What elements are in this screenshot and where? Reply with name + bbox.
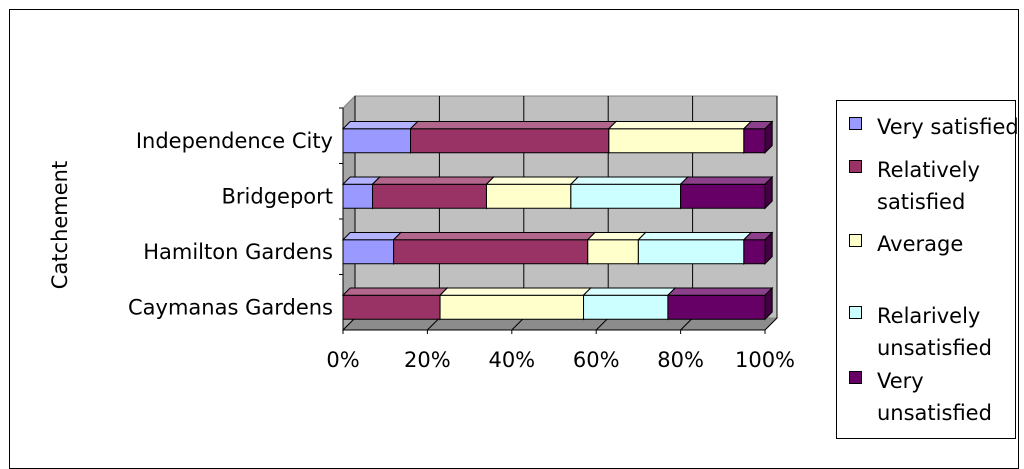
bar-segment <box>742 120 774 154</box>
bar-face <box>372 183 487 209</box>
bar-face <box>393 239 589 265</box>
plot-floor <box>341 317 779 331</box>
bar-segment <box>341 286 449 321</box>
bar-face <box>583 294 669 320</box>
bar-top <box>371 176 495 185</box>
x-tick-label: 80% <box>657 348 704 372</box>
bar-top <box>679 176 774 185</box>
bar-face <box>570 183 682 209</box>
bar-top <box>666 287 774 296</box>
x-gridline-floor <box>427 317 440 331</box>
bar-face <box>342 183 374 209</box>
bar-segment <box>569 175 690 210</box>
bar-segment <box>582 286 677 321</box>
legend-label-relatively-satisfied: Relatively satisfied <box>877 158 980 214</box>
x-gridline-floor <box>680 317 693 331</box>
bar-face <box>637 239 745 265</box>
bar-face <box>743 239 766 265</box>
bar-segment <box>607 120 753 154</box>
bar-segment <box>341 231 403 265</box>
x-gridline-floor <box>342 317 356 331</box>
x-tick-label: 0% <box>326 348 359 372</box>
x-tick-label: 40% <box>488 348 535 372</box>
category-label: Hamilton Gardens <box>143 240 333 264</box>
legend-swatch-relatively-satisfied <box>849 160 862 173</box>
legend-swatch-very-unsatisfied <box>849 371 862 384</box>
legend-swatch-relarively-unsatisfied <box>849 306 862 319</box>
bar-face <box>667 294 766 320</box>
x-gridline-floor <box>511 317 525 331</box>
bar-segment <box>666 286 774 321</box>
bar-segment <box>392 231 597 265</box>
bar-side <box>764 231 773 265</box>
bar-segment <box>586 231 647 265</box>
bar-top <box>341 121 419 130</box>
bar-side <box>764 175 773 210</box>
bar-side <box>764 120 773 154</box>
legend-swatch-average <box>849 234 862 247</box>
bar-face <box>485 183 572 209</box>
bar-face <box>342 128 412 154</box>
bar-top <box>607 121 753 130</box>
bar-face <box>410 128 610 154</box>
bar-top <box>438 287 592 296</box>
bar-top <box>341 287 449 296</box>
bar-segment <box>679 175 774 210</box>
bar-face <box>342 294 441 320</box>
bar-top <box>392 232 597 241</box>
bar-face <box>608 128 745 154</box>
legend-label-relarively-unsatisfied: Relarively unsatisfied <box>877 304 992 360</box>
y-axis-title: Catchement <box>48 161 72 289</box>
bar-segment <box>341 120 419 154</box>
category-label: Independence City <box>136 129 333 153</box>
bar-top <box>586 232 647 241</box>
bar-segment <box>371 175 495 210</box>
bar-top <box>485 176 580 185</box>
legend-swatch-very-satisfied <box>849 117 862 130</box>
x-gridline-floor <box>764 317 778 331</box>
bar-top <box>569 176 690 185</box>
category-label: Bridgeport <box>221 184 333 208</box>
bar-top <box>637 232 753 241</box>
chart-plot: Independence City Bridgeport Hamilton Gard… <box>48 94 795 372</box>
bar-segment <box>409 120 618 154</box>
bar-face <box>439 294 585 320</box>
bar-top <box>341 232 403 241</box>
legend-label-very-satisfied: Very satisfied <box>877 115 1019 139</box>
bar-segment <box>485 175 580 210</box>
category-label: Caymanas Gardens <box>128 295 333 319</box>
bar-face <box>587 239 639 265</box>
chart-legend: Very satisfied Relatively satisfied Aver… <box>836 100 1019 439</box>
bar-face <box>342 239 395 265</box>
bar-side <box>764 286 773 321</box>
bar-segment <box>637 231 753 265</box>
bar-segment <box>438 286 592 321</box>
legend-label-very-unsatisfied: Very unsatisfied <box>877 369 992 425</box>
bar-top <box>582 287 677 296</box>
bar-face <box>680 183 766 209</box>
x-gridline-floor <box>595 317 609 331</box>
legend-label-average: Average <box>877 232 964 256</box>
bar-segment <box>742 231 774 265</box>
x-tick-label: 60% <box>573 348 620 372</box>
bar-top <box>409 121 618 130</box>
x-tick-label: 20% <box>404 348 451 372</box>
x-tick-label: 100% <box>735 348 795 372</box>
bar-face <box>743 128 766 154</box>
